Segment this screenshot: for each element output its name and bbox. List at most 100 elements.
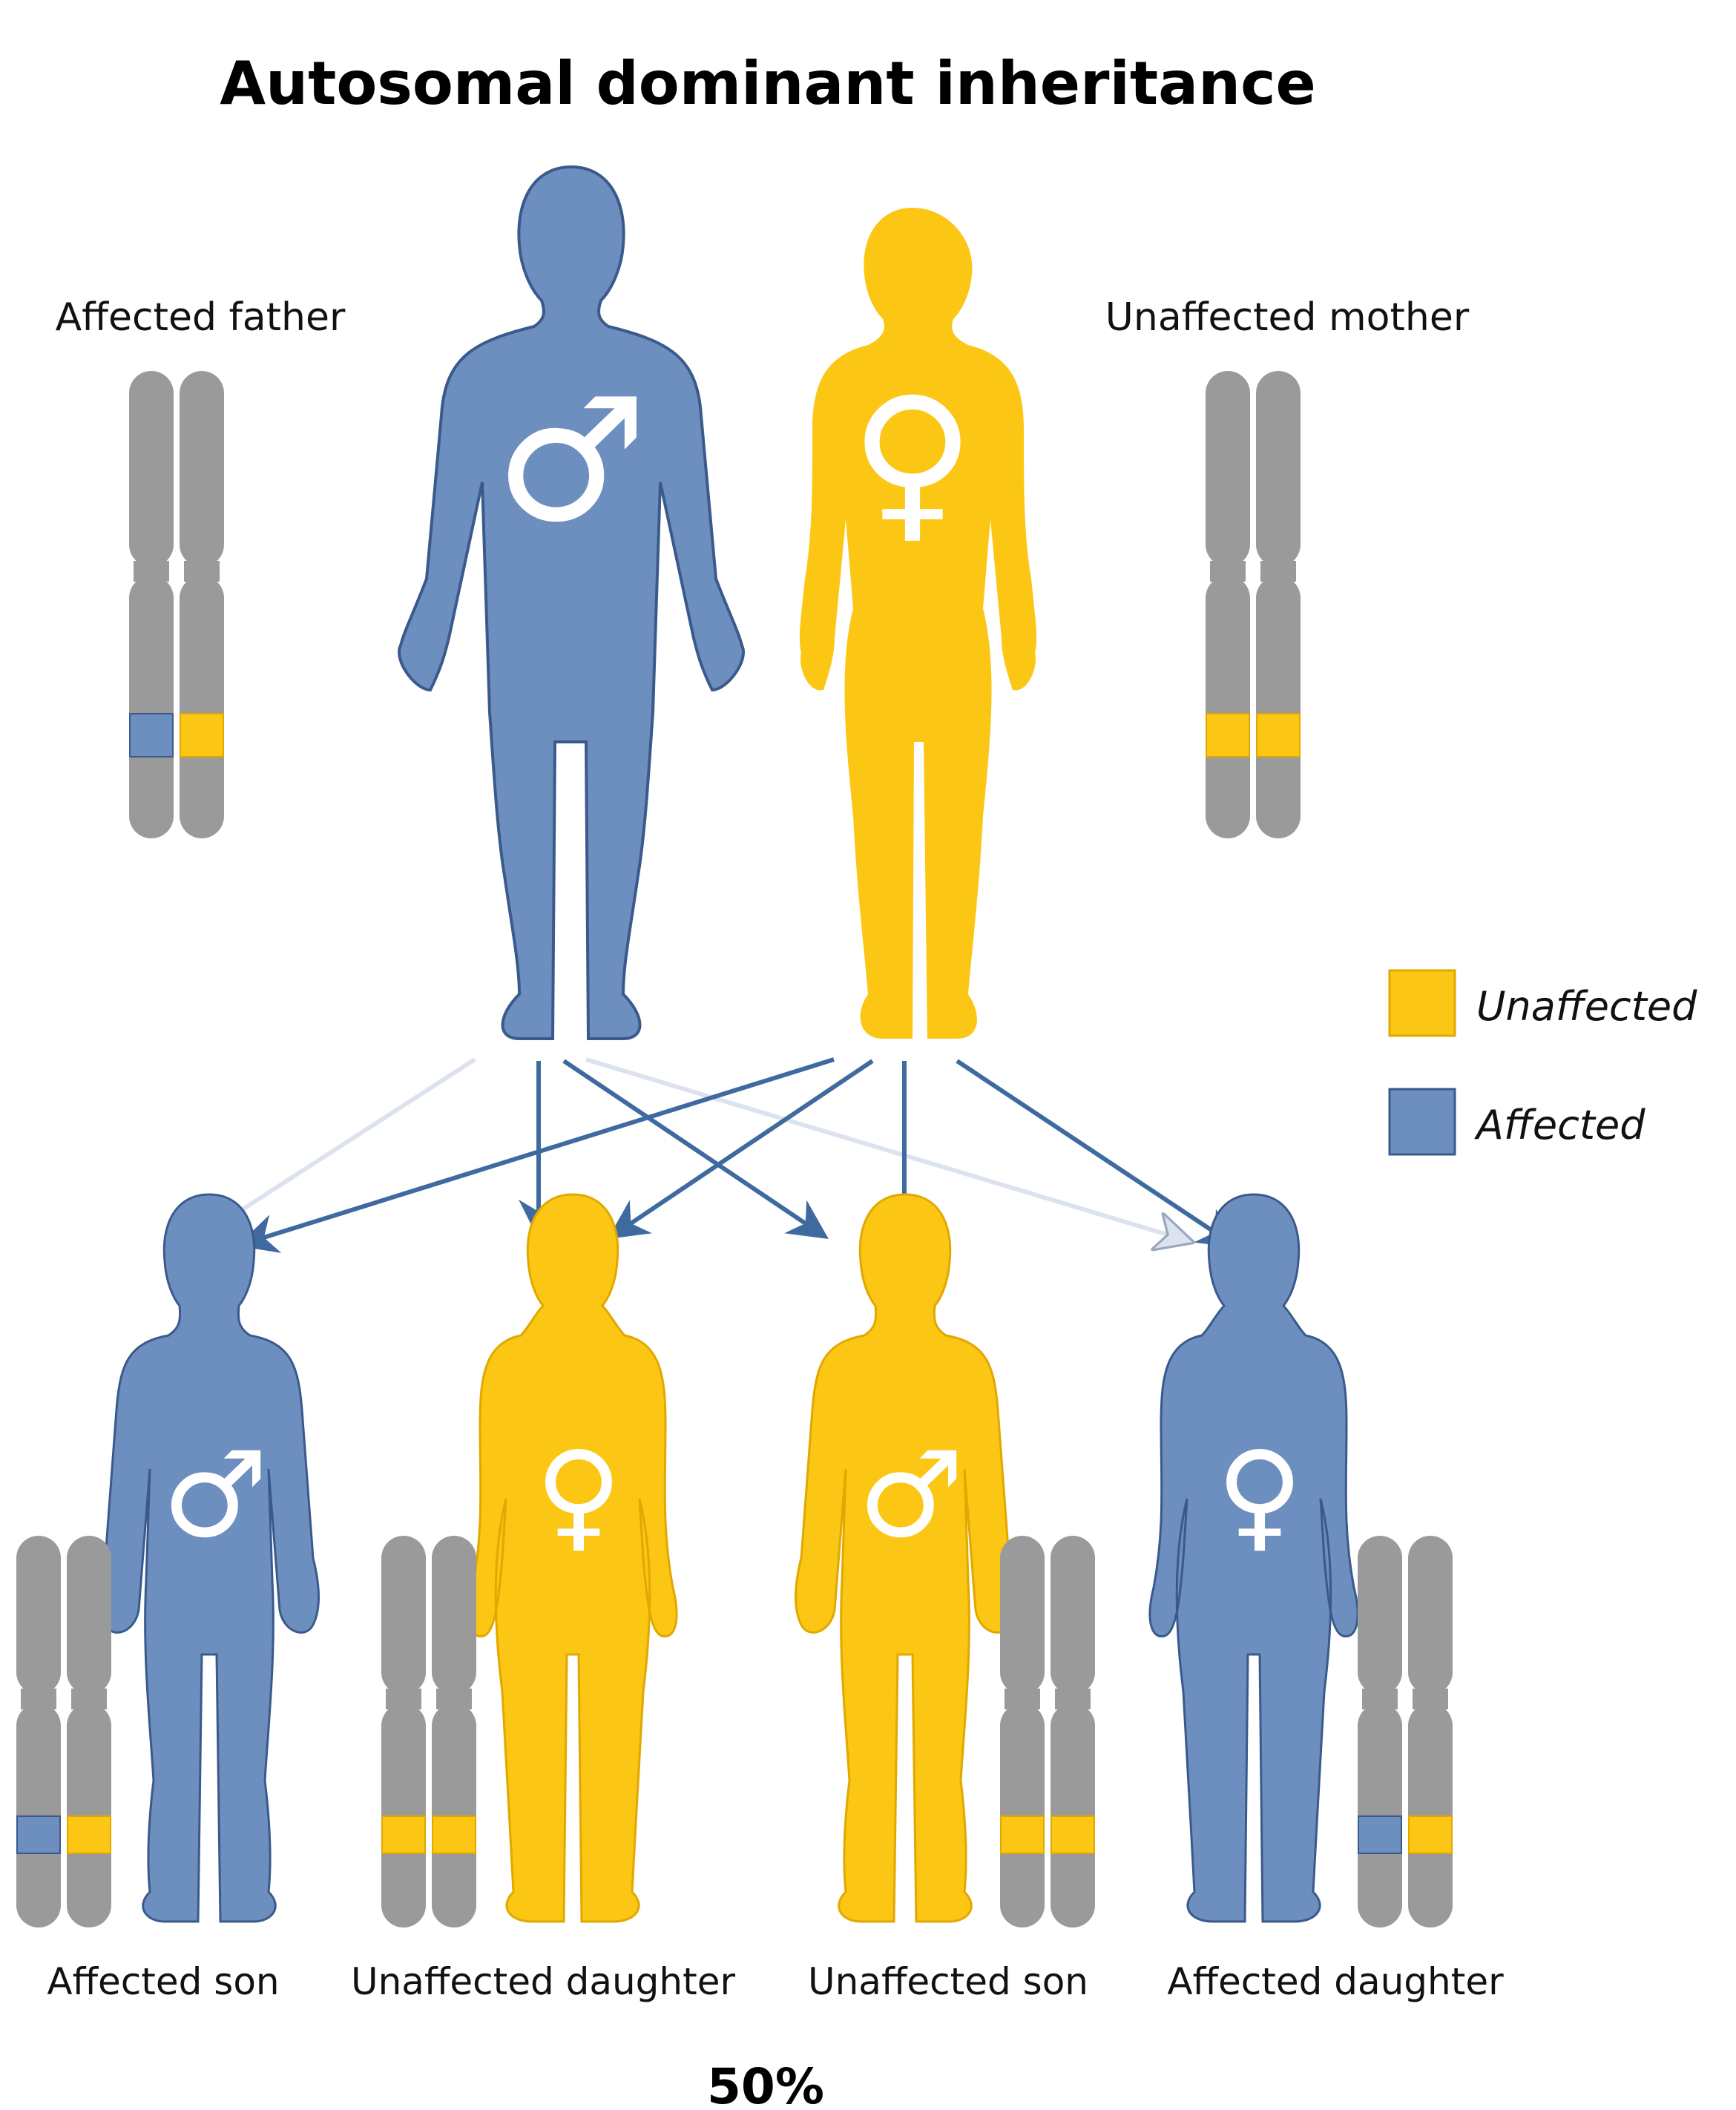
chromosome [129, 371, 174, 838]
child-label: Affected son [47, 1960, 279, 2003]
legend-swatch-affected [1388, 1088, 1456, 1156]
probability-label: 50% [707, 2058, 824, 2110]
allele-band-unaffected [381, 1815, 426, 1854]
child-3: ♂ Unaffected son [795, 1193, 1095, 2003]
chromosome-arm [1408, 1536, 1453, 1695]
legend-swatch-unaffected [1388, 969, 1456, 1037]
allele-band-unaffected [180, 713, 224, 757]
chromosome [1206, 371, 1250, 838]
child-figure: ♂ [99, 1193, 320, 1923]
child-figure: ♂ [795, 1193, 1016, 1923]
daughter-body [1148, 1193, 1359, 1923]
arrow [562, 1059, 829, 1240]
chromosome [1256, 371, 1301, 838]
centromere [1210, 561, 1246, 582]
inheritance-arrows [194, 1057, 1238, 1253]
centromere [71, 1689, 107, 1709]
allele-band-unaffected [432, 1815, 476, 1854]
allele-band-unaffected [1206, 713, 1250, 757]
allele-band-unaffected [1408, 1815, 1453, 1854]
centromere [386, 1689, 421, 1709]
centromere [21, 1689, 56, 1709]
allele-band-affected [129, 713, 174, 757]
child-figure: ♀ [1148, 1193, 1359, 1923]
centromere [1055, 1689, 1091, 1709]
chromosome-arm [1206, 371, 1250, 567]
child-chromosome-pair [16, 1536, 111, 1927]
male-symbol: ♂ [858, 1425, 964, 1564]
arrow-light [585, 1057, 1187, 1240]
chromosome-arm [1256, 576, 1301, 838]
chromosome-arm [1000, 1536, 1045, 1695]
centromere [184, 561, 220, 582]
daughter-body [467, 1193, 678, 1923]
child-chromosome-pair [381, 1536, 476, 1927]
arrow [608, 1059, 874, 1240]
chromosome [1000, 1536, 1045, 1927]
child-label: Unaffected daughter [351, 1960, 735, 2003]
chromosome-arm [16, 1536, 61, 1695]
chromosome-arm [1358, 1536, 1402, 1695]
arrow [956, 1059, 1238, 1248]
chromosome [67, 1536, 111, 1927]
child-label: Unaffected son [808, 1960, 1088, 2003]
legend: Unaffected Affected [1388, 969, 1697, 1156]
children-row: ♂ Affected son ♀ Unaffected daughter ♂ Unaffe… [16, 1193, 1504, 2003]
chromosome-arm [129, 576, 174, 838]
child-label: Affected daughter [1167, 1960, 1504, 2003]
chromosome-arm [432, 1536, 476, 1695]
female-symbol: ♀ [1216, 1425, 1303, 1564]
child-chromosome-pair [1358, 1536, 1453, 1927]
allele-band-unaffected [67, 1815, 111, 1854]
son-body [795, 1193, 1016, 1923]
child-figure: ♀ [467, 1193, 678, 1923]
child-4: ♀ Affected daughter [1148, 1193, 1504, 2003]
male-symbol: ♂ [495, 362, 648, 560]
allele-band-unaffected [1000, 1815, 1045, 1854]
diagram-title: Autosomal dominant inheritance [220, 49, 1316, 118]
chromosome [180, 371, 224, 838]
female-symbol: ♀ [535, 1425, 622, 1564]
chromosome-arm [180, 576, 224, 838]
mother-figure: ♀ [799, 208, 1037, 1039]
legend-label-unaffected: Unaffected [1476, 983, 1697, 1030]
centromere [1260, 561, 1296, 582]
allele-band-affected [1358, 1815, 1402, 1854]
arrow [237, 1057, 835, 1253]
father-label: Affected father [56, 295, 346, 340]
chromosome-arm [1256, 371, 1301, 567]
mother-chromosome-pair [1206, 371, 1301, 838]
centromere [1413, 1689, 1448, 1709]
father-chromosome-pair [129, 371, 224, 838]
centromere [436, 1689, 472, 1709]
chromosome [16, 1536, 61, 1927]
chromosome [1408, 1536, 1453, 1927]
chromosome-arm [129, 371, 174, 567]
chromosome [432, 1536, 476, 1927]
female-symbol: ♀ [850, 362, 975, 560]
chromosome [381, 1536, 426, 1927]
child-1: ♂ Affected son [16, 1193, 320, 2003]
chromosome [1051, 1536, 1095, 1927]
child-2: ♀ Unaffected daughter [351, 1193, 735, 2003]
centromere [134, 561, 169, 582]
centromere [1005, 1689, 1040, 1709]
male-symbol: ♂ [162, 1425, 268, 1564]
chromosome-arm [1051, 1536, 1095, 1695]
chromosome-arm [67, 1536, 111, 1695]
mother-label: Unaffected mother [1105, 295, 1470, 340]
allele-band-unaffected [1051, 1815, 1095, 1854]
mother-body [799, 208, 1037, 1039]
chromosome-arm [180, 371, 224, 567]
chromosome [1358, 1536, 1402, 1927]
chromosome-arm [381, 1536, 426, 1695]
chromosome-arm [1206, 576, 1250, 838]
child-chromosome-pair [1000, 1536, 1095, 1927]
father-figure: ♂ [398, 165, 745, 1040]
father-body [398, 165, 745, 1040]
allele-band-unaffected [1256, 713, 1301, 757]
centromere [1362, 1689, 1398, 1709]
allele-band-affected [16, 1815, 61, 1854]
legend-label-affected: Affected [1474, 1102, 1645, 1148]
